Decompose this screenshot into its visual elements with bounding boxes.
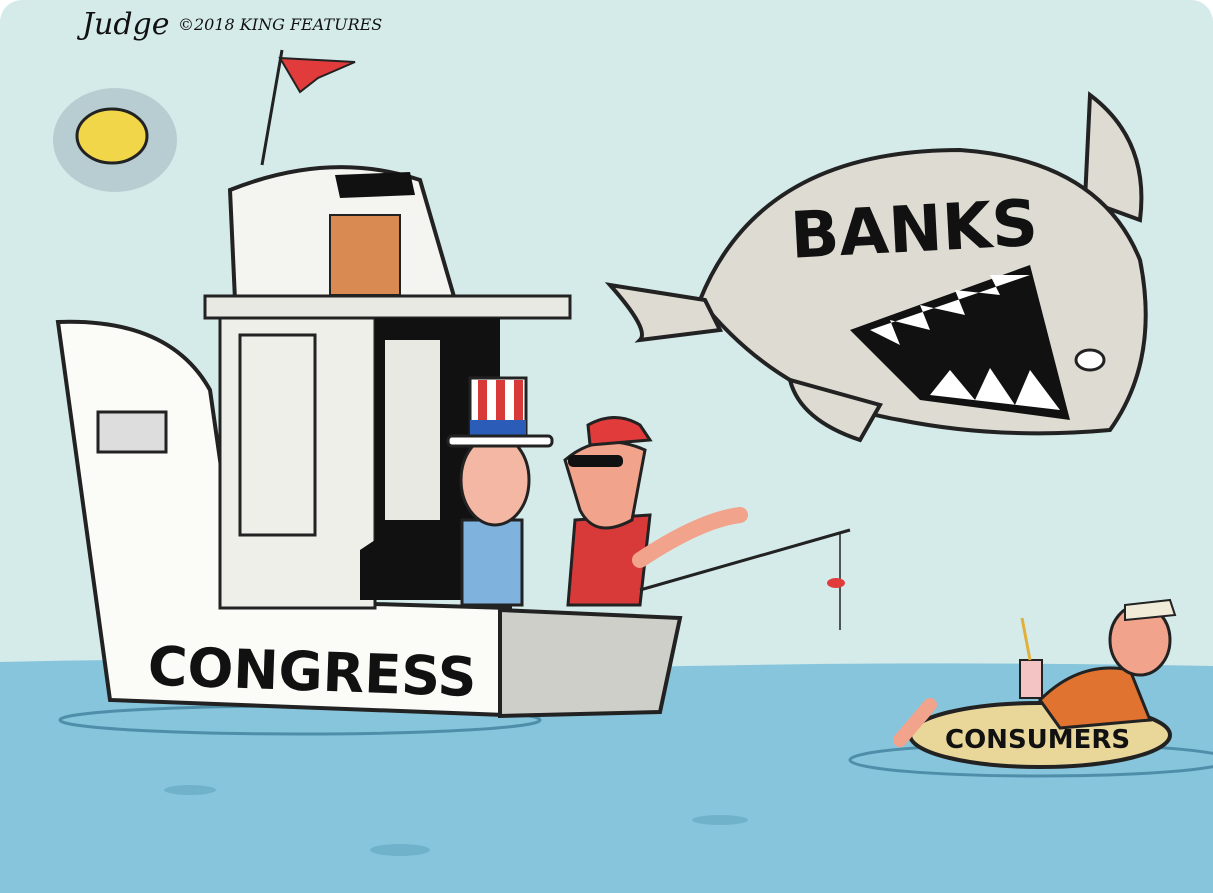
consumer-shirt [1038, 666, 1153, 730]
shark-label: BANKS [789, 187, 1040, 274]
hat-stripe [514, 380, 523, 420]
pectoral-fin [787, 377, 884, 443]
bobber [827, 578, 845, 588]
raft-label: CONSUMERS [945, 725, 1130, 755]
dorsal-fin [1082, 91, 1144, 223]
cap [586, 416, 653, 447]
hat-band [470, 420, 526, 438]
shark-eye [1074, 348, 1106, 372]
radar [335, 172, 415, 198]
hat-brim [446, 434, 554, 448]
ripple [370, 844, 430, 856]
cabin-window [329, 214, 401, 296]
flag [278, 56, 356, 94]
arm [632, 507, 748, 568]
cabin-wall [218, 316, 377, 610]
consumer-leg [893, 698, 937, 747]
shirt [460, 518, 524, 607]
fishing-rod [639, 528, 851, 592]
ripple [692, 815, 748, 825]
porthole [96, 410, 168, 454]
sunglasses [568, 455, 623, 467]
flag-pole [260, 49, 284, 166]
face [459, 433, 531, 527]
stern [498, 607, 683, 719]
hat-stripe [496, 380, 505, 420]
boat-label: CONGRESS [147, 635, 478, 709]
tail-fin [604, 282, 724, 343]
window [385, 340, 440, 520]
teeth [870, 275, 1030, 345]
consumer-hat [1124, 598, 1177, 622]
drink [1019, 659, 1043, 699]
hat-stripe [478, 380, 487, 420]
sun [75, 107, 149, 165]
shark-mouth [850, 265, 1070, 420]
roof [203, 294, 572, 320]
straw [1020, 617, 1032, 661]
door [238, 333, 317, 537]
ripple [164, 785, 216, 795]
copyright: ©2018 KING FEATURES [178, 15, 382, 34]
teeth [930, 368, 1060, 410]
artist-signature: Judge [76, 7, 170, 42]
